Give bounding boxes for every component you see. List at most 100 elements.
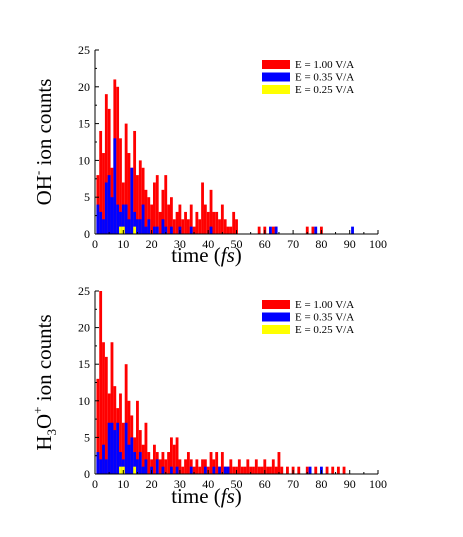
histogram-bar [124,364,128,474]
histogram-bar [246,459,250,474]
legend-label: E = 1.00 V/A [295,59,354,71]
histogram-bar [158,459,162,474]
histogram-bar [161,219,165,234]
x-tick-label: 0 [92,477,98,491]
y-tick-label: 10 [78,153,90,167]
histogram-bar [161,466,165,474]
histogram-bar [141,466,145,474]
y-tick-label: 20 [78,321,90,335]
legend: E = 1.00 V/AE = 0.35 V/AE = 0.25 V/A [262,59,354,96]
histogram-bar [235,219,238,234]
histogram-bar [138,160,142,234]
histogram-bar [104,94,108,234]
x-tick-label: 10 [117,477,129,491]
y-tick-label: 15 [78,357,90,371]
histogram-bar [104,459,108,474]
histogram-bar [192,226,196,234]
histogram-bar [172,444,176,474]
chart-panel-1: 0 10 20 30 40 50 60 70 80 90 100 0 5 10 15 20 25 time (fs… [30,43,387,267]
histogram-bar [189,466,193,474]
histogram-bar [271,226,275,234]
histogram-bar [133,452,137,474]
histogram-bar [136,175,139,234]
histogram-bar [124,123,128,234]
histogram-bar [178,204,182,234]
histogram-bar [127,444,131,474]
histogram-bar [113,430,117,474]
histogram-bar [99,130,103,234]
x-tick-label: 20 [146,477,158,491]
histogram-bar [144,189,148,234]
histogram-bar [104,182,108,234]
histogram-bar [113,138,117,234]
legend-swatch [262,312,290,322]
histogram-bar [243,466,247,474]
histogram-bar [198,466,202,474]
histogram-bar [99,459,103,474]
histogram-bar [155,226,159,234]
histogram-bar [158,211,162,234]
histogram-bar [107,422,111,474]
histogram-bar [96,204,100,234]
histogram-bar [203,204,207,234]
y-tick-label: 0 [84,467,90,481]
histogram-bar [138,430,142,474]
x-tick-label: 70 [287,477,299,491]
histogram-bar [192,466,196,474]
histogram-bar [141,444,145,474]
histogram-bar [175,466,179,474]
histogram-bar [133,211,137,234]
y-axis-label: OH- ion counts [30,79,56,206]
histogram-bar [130,167,134,234]
x-tick-label: 40 [202,477,214,491]
histogram-bar [161,189,165,234]
histogram-bar [181,219,185,234]
x-tick-label: 20 [146,237,158,251]
histogram-bar [254,459,258,474]
legend-swatch [262,300,290,309]
histogram-bar [184,211,187,234]
histogram-bar [104,356,108,474]
histogram-bar [271,459,275,474]
histogram-bar [325,466,329,474]
histogram-bar [99,291,103,474]
histogram-bar [164,459,168,474]
x-tick-label: 50 [231,477,243,491]
histogram-bar [305,466,309,474]
histogram-bar [351,226,354,234]
histogram-bar [130,437,134,474]
histogram-bar [314,226,318,234]
histogram-bar [203,466,207,474]
histogram-bar [116,204,120,234]
histogram-bar [127,219,131,234]
y-tick-label: 10 [78,394,90,408]
histogram-bar [138,219,142,234]
histogram-bar [110,342,114,474]
histogram-bar [119,466,122,474]
histogram-bar [269,226,272,234]
series-1 [96,79,323,234]
x-tick-label: 90 [344,477,356,491]
histogram-bar [150,204,154,234]
histogram-bar [127,400,131,474]
histogram-bar [147,219,151,234]
legend-swatch [262,325,290,334]
x-tick-label: 80 [315,477,327,491]
histogram-bar [144,459,148,474]
histogram-bar [136,219,139,234]
histogram-bar [314,466,318,474]
histogram-bar [237,459,241,474]
x-axis-label: time (fs) [171,243,242,267]
histogram-bar [305,226,309,234]
histogram-bar [223,219,227,234]
histogram-bar [153,182,156,234]
histogram-bar [141,204,145,234]
histogram-bar [232,211,236,234]
y-tick-label: 15 [78,117,90,131]
histogram-bar [232,466,236,474]
histogram-bar [280,466,284,474]
histogram-bar [119,452,122,474]
y-tick-label: 20 [78,80,90,94]
histogram-bar [212,211,216,234]
histogram-bar [119,226,122,234]
